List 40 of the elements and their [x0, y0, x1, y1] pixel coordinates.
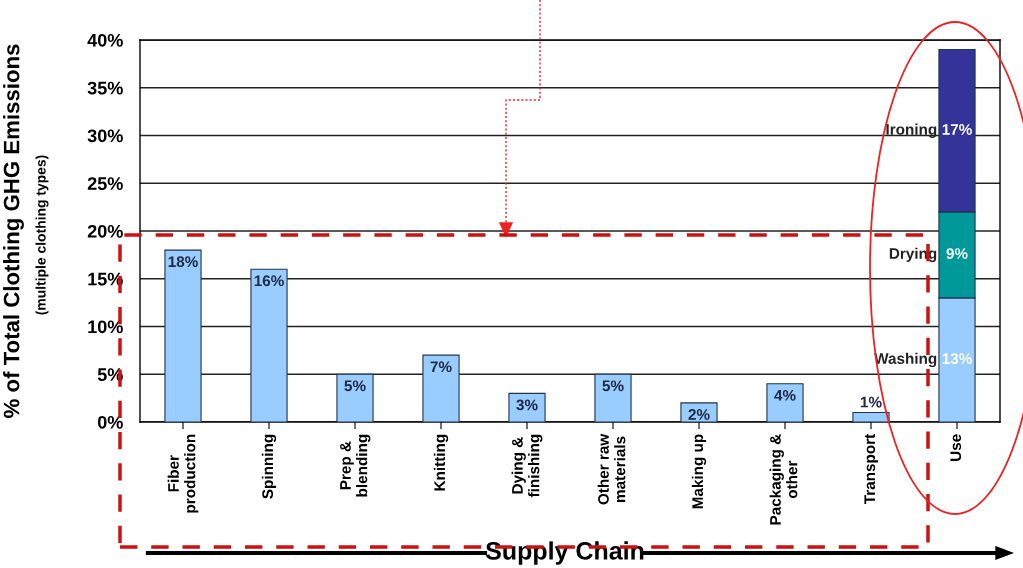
- y-tick-label: 35%: [87, 81, 123, 95]
- data-label: 4%: [774, 389, 796, 401]
- data-label: 13%: [942, 353, 972, 365]
- data-label: 18%: [168, 256, 198, 268]
- x-tick-label: Transport: [864, 433, 879, 505]
- bar: [422, 354, 460, 422]
- bar: [594, 373, 632, 422]
- data-label: 9%: [946, 248, 968, 259]
- data-label: 2%: [688, 409, 710, 420]
- data-label: 5%: [602, 380, 624, 392]
- y-tick-label: 0%: [97, 415, 123, 429]
- bar: [164, 249, 202, 422]
- x-tick-label: Other raw materials: [597, 433, 626, 505]
- y-tick-label: 30%: [87, 129, 123, 143]
- x-tick-label: Use: [950, 434, 962, 461]
- y-tick-label: 10%: [88, 320, 123, 334]
- data-label: 3%: [516, 399, 538, 411]
- data-label: 7%: [430, 361, 452, 373]
- bar: [766, 383, 804, 422]
- x-tick-label: Fiber production: [167, 434, 199, 513]
- data-label: 17%: [942, 124, 972, 135]
- text: (multiple clothing types): [35, 155, 49, 315]
- x-tick-label: Dying & finishing: [511, 434, 543, 498]
- y-tick-label: 20%: [87, 224, 123, 238]
- bar: [250, 268, 288, 422]
- data-label: 1%: [860, 396, 882, 408]
- x-tick-label: Making up: [691, 434, 707, 509]
- bar: [336, 373, 374, 422]
- x-tick-label: Spinning: [261, 434, 277, 499]
- x-tick-label: Prep & blending: [340, 434, 371, 497]
- x-tick-label: Packaging & other: [769, 434, 798, 525]
- y-tick-label: 25%: [87, 177, 123, 190]
- y-tick-label: 40%: [87, 33, 123, 47]
- bar: [508, 392, 546, 422]
- x-tick-label: Knitting: [433, 434, 449, 491]
- y-axis-title: % of Total Clothing GHG Emissions: [3, 44, 24, 418]
- data-label: 5%: [344, 380, 366, 392]
- data-label: 16%: [254, 275, 284, 287]
- series-label: Ironing: [886, 123, 937, 138]
- bar: [852, 411, 890, 422]
